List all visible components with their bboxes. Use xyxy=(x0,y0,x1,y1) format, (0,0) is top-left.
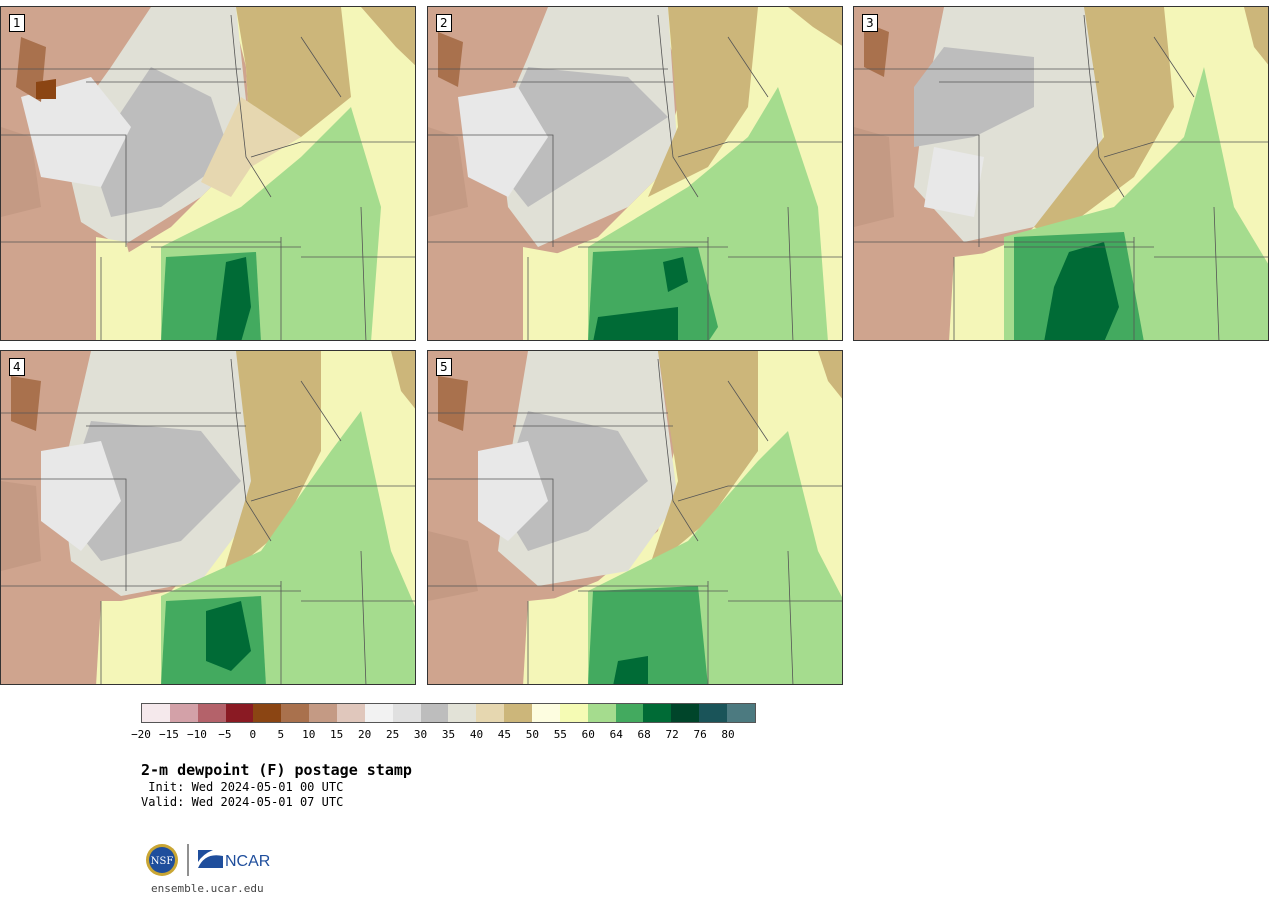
colorbar-swatch xyxy=(281,704,310,722)
footer-url: ensemble.ucar.edu xyxy=(151,882,264,895)
colorbar-tick-label: 80 xyxy=(721,728,735,741)
colorbar-tick-label: 40 xyxy=(469,728,484,741)
colorbar-tick-label: 35 xyxy=(441,728,456,741)
colorbar-tick-label: 45 xyxy=(497,728,512,741)
colorbar-swatch xyxy=(727,704,755,722)
colorbar-swatch xyxy=(504,704,533,722)
colorbar-tick-label: 0 xyxy=(249,728,257,741)
panel-label-2: 2 xyxy=(436,14,452,32)
panel-label-5: 5 xyxy=(436,358,452,376)
panel-label-4: 4 xyxy=(9,358,25,376)
colorbar-tick-label: 60 xyxy=(581,728,595,741)
colorbar-swatch xyxy=(615,704,644,722)
colorbar-swatch xyxy=(337,704,365,722)
panel-label-1: 1 xyxy=(9,14,25,32)
colorbar-tick-label: −15 xyxy=(159,728,179,741)
colorbar-tick-label: 25 xyxy=(385,728,400,741)
colorbar-tick-label: 68 xyxy=(637,728,651,741)
map-panel-3[interactable]: 3 xyxy=(853,6,1269,341)
map-panel-1[interactable]: 1 xyxy=(0,6,416,341)
map-panel-5[interactable]: 5 xyxy=(427,350,843,685)
colorbar-swatch xyxy=(197,704,226,722)
colorbar-swatch xyxy=(559,704,588,722)
colorbar-tick-label: 55 xyxy=(553,728,567,741)
plot-title: 2-m dewpoint (F) postage stamp xyxy=(141,761,412,779)
colorbar-swatch xyxy=(532,704,560,722)
colorbar-swatch xyxy=(699,704,728,722)
colorbar-tick-label: 76 xyxy=(693,728,707,741)
colorbar-tick-label: −20 xyxy=(131,728,151,741)
colorbar-swatch xyxy=(169,704,198,722)
colorbar-swatch xyxy=(476,704,505,722)
colorbar-swatch xyxy=(587,704,616,722)
dewpoint-map-2 xyxy=(428,7,842,340)
ncar-logo-icon xyxy=(198,850,223,868)
dewpoint-map-1 xyxy=(1,7,415,340)
ncar-logo-text: NCAR xyxy=(225,853,270,870)
colorbar-tick-label: 20 xyxy=(358,728,372,741)
colorbar-tick-label: −10 xyxy=(186,728,207,741)
colorbar-swatch xyxy=(643,704,672,722)
dewpoint-map-4 xyxy=(1,351,415,684)
colorbar-tick-label: 50 xyxy=(525,728,539,741)
colorbar-swatch xyxy=(671,704,700,722)
colorbar-tick-label: −5 xyxy=(218,728,232,741)
nsf-ncar-logo: NSF NCAR xyxy=(145,842,275,882)
dewpoint-colorbar xyxy=(141,703,756,723)
map-panel-2[interactable]: 2 xyxy=(427,6,843,341)
colorbar-tick-label: 30 xyxy=(413,728,428,741)
colorbar-swatch xyxy=(420,704,449,722)
colorbar-tick-label: 10 xyxy=(302,728,316,741)
colorbar-swatch xyxy=(142,704,170,722)
colorbar-swatch xyxy=(225,704,254,722)
nsf-logo-text: NSF xyxy=(151,856,174,867)
colorbar-swatch xyxy=(309,704,338,722)
colorbar-swatch xyxy=(448,704,477,722)
nsf-seal-icon: NSF xyxy=(146,844,178,876)
colorbar-tick-label: 5 xyxy=(277,728,285,741)
colorbar-tick-label: 64 xyxy=(609,728,623,741)
colorbar-swatch xyxy=(392,704,421,722)
valid-time: Valid: Wed 2024-05-01 07 UTC xyxy=(141,795,344,809)
init-time: Init: Wed 2024-05-01 00 UTC xyxy=(141,780,344,794)
map-panel-4[interactable]: 4 xyxy=(0,350,416,685)
panel-label-3: 3 xyxy=(862,14,878,32)
dewpoint-map-3 xyxy=(854,7,1268,340)
colorbar-tick-labels: −20 −15 −10 −5 0 5 10 15 20 25 30 35 40 45 50 55 60 64 68 7… xyxy=(131,728,771,742)
colorbar-swatch xyxy=(364,704,393,722)
dewpoint-map-5 xyxy=(428,351,842,684)
colorbar-swatch xyxy=(253,704,282,722)
colorbar-tick-label: 15 xyxy=(330,728,344,741)
colorbar-tick-label: 72 xyxy=(665,728,679,741)
